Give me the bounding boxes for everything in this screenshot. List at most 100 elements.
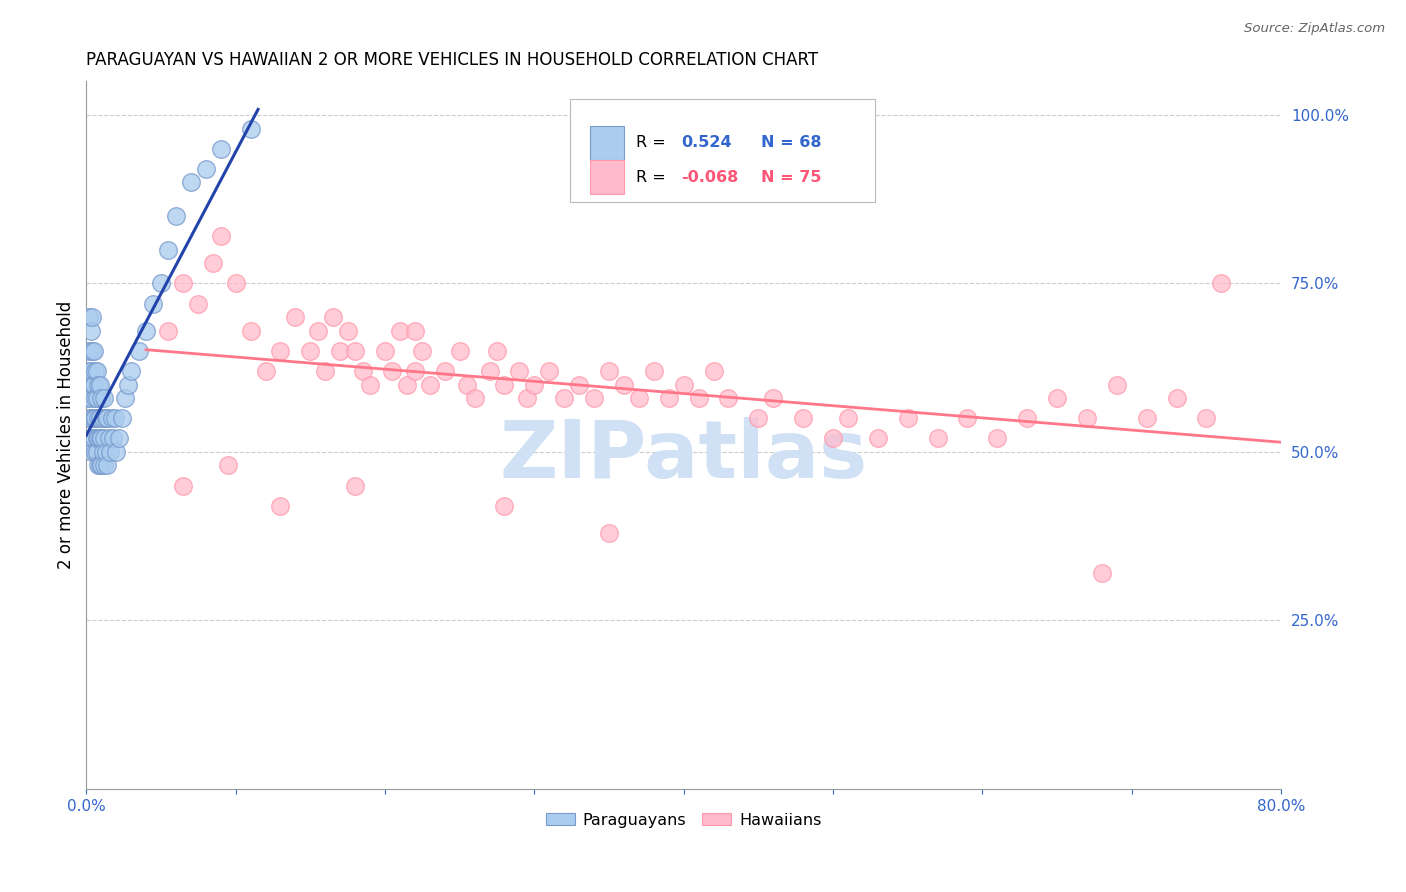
Point [613,377,636,392]
Point [1105,377,1128,392]
Point [627,391,650,405]
Point [83,377,105,392]
Point [329,343,352,358]
Point [77,377,100,392]
Point [485,343,508,358]
Point [516,391,538,405]
Point [254,364,277,378]
Point [76,391,98,405]
Point [84,445,107,459]
Point [82,445,104,459]
Point [101,432,124,446]
Point [986,432,1008,446]
Point [792,411,814,425]
Text: 0.524: 0.524 [682,136,733,150]
Point [111,411,134,425]
Point [96,411,118,425]
Point [87,458,110,473]
Point [225,277,247,291]
Point [344,343,367,358]
Point [76,364,98,378]
Point [77,343,100,358]
Point [83,343,105,358]
Point [89,458,111,473]
Point [128,343,150,358]
Point [239,324,262,338]
Point [866,432,889,446]
Point [494,499,516,513]
Text: -0.068: -0.068 [682,169,738,185]
Point [1166,391,1188,405]
Point [94,445,117,459]
Point [77,310,100,325]
Point [82,377,104,392]
Point [100,411,122,425]
Point [553,391,575,405]
Point [688,391,710,405]
Point [84,411,107,425]
Point [157,324,180,338]
Point [449,343,471,358]
Point [269,343,291,358]
Point [180,176,202,190]
FancyBboxPatch shape [591,126,624,160]
Point [388,324,411,338]
Point [91,411,114,425]
FancyBboxPatch shape [571,99,875,202]
Point [86,432,108,446]
Point [598,364,620,378]
Text: R =: R = [636,169,671,185]
Point [209,229,232,244]
Point [117,377,139,392]
Text: N = 75: N = 75 [762,169,823,185]
Point [108,432,131,446]
FancyBboxPatch shape [591,160,624,194]
Point [93,432,115,446]
Point [94,411,117,425]
Point [165,209,187,223]
Point [344,478,367,492]
Point [433,364,456,378]
Point [80,432,103,446]
Point [172,478,194,492]
Point [352,364,374,378]
Point [494,377,516,392]
Point [374,343,396,358]
Point [98,445,121,459]
Point [194,161,217,176]
Point [568,377,591,392]
Point [77,411,100,425]
Point [1076,411,1098,425]
Point [217,458,239,473]
Point [464,391,486,405]
Point [419,377,441,392]
Point [105,445,128,459]
Point [404,324,426,338]
Point [89,411,111,425]
Point [1211,277,1233,291]
Point [87,377,110,392]
Y-axis label: 2 or more Vehicles in Household: 2 or more Vehicles in Household [58,301,75,569]
Point [172,277,194,291]
Point [90,458,112,473]
Point [284,310,307,325]
Point [762,391,785,405]
Point [82,343,104,358]
Point [135,324,157,338]
Legend: Paraguayans, Hawaiians: Paraguayans, Hawaiians [540,806,828,834]
Point [538,364,561,378]
Point [583,391,606,405]
Point [142,296,165,310]
Point [1195,411,1218,425]
Point [821,432,844,446]
Text: R =: R = [636,136,671,150]
Point [299,343,322,358]
Point [86,445,108,459]
Point [89,377,111,392]
Point [97,432,120,446]
Point [643,364,665,378]
Point [149,277,172,291]
Point [897,411,920,425]
Point [90,391,112,405]
Text: N = 68: N = 68 [762,136,823,150]
